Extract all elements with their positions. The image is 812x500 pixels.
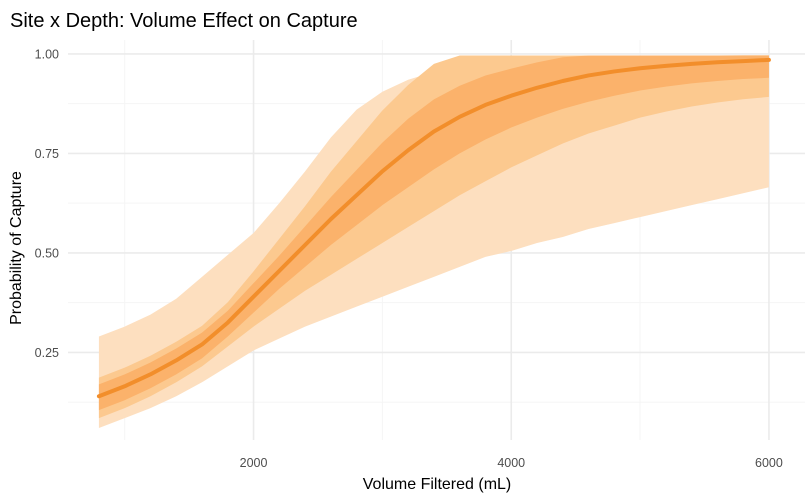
y-axis-title: Probability of Capture [8,171,25,325]
chart-title: Site x Depth: Volume Effect on Capture [10,10,358,32]
x-axis-title: Volume Filtered (mL) [363,476,512,493]
confidence-ribbons [98,55,769,429]
y-tick-label: 0.25 [35,346,59,360]
y-axis-ticks: 0.25 0.50 0.75 1.00 [35,47,59,360]
x-tick-label: 6000 [755,456,783,470]
ribbon-outer [98,55,769,429]
x-tick-label: 2000 [240,456,268,470]
y-tick-label: 1.00 [35,47,59,61]
fitted-line [96,57,771,399]
ribbon-inner [98,55,769,411]
series-lines [96,57,771,399]
y-tick-label: 0.75 [35,147,59,161]
x-axis-ticks: 2000 4000 6000 [240,456,783,470]
x-tick-label: 4000 [497,456,525,470]
y-tick-label: 0.50 [35,246,59,260]
